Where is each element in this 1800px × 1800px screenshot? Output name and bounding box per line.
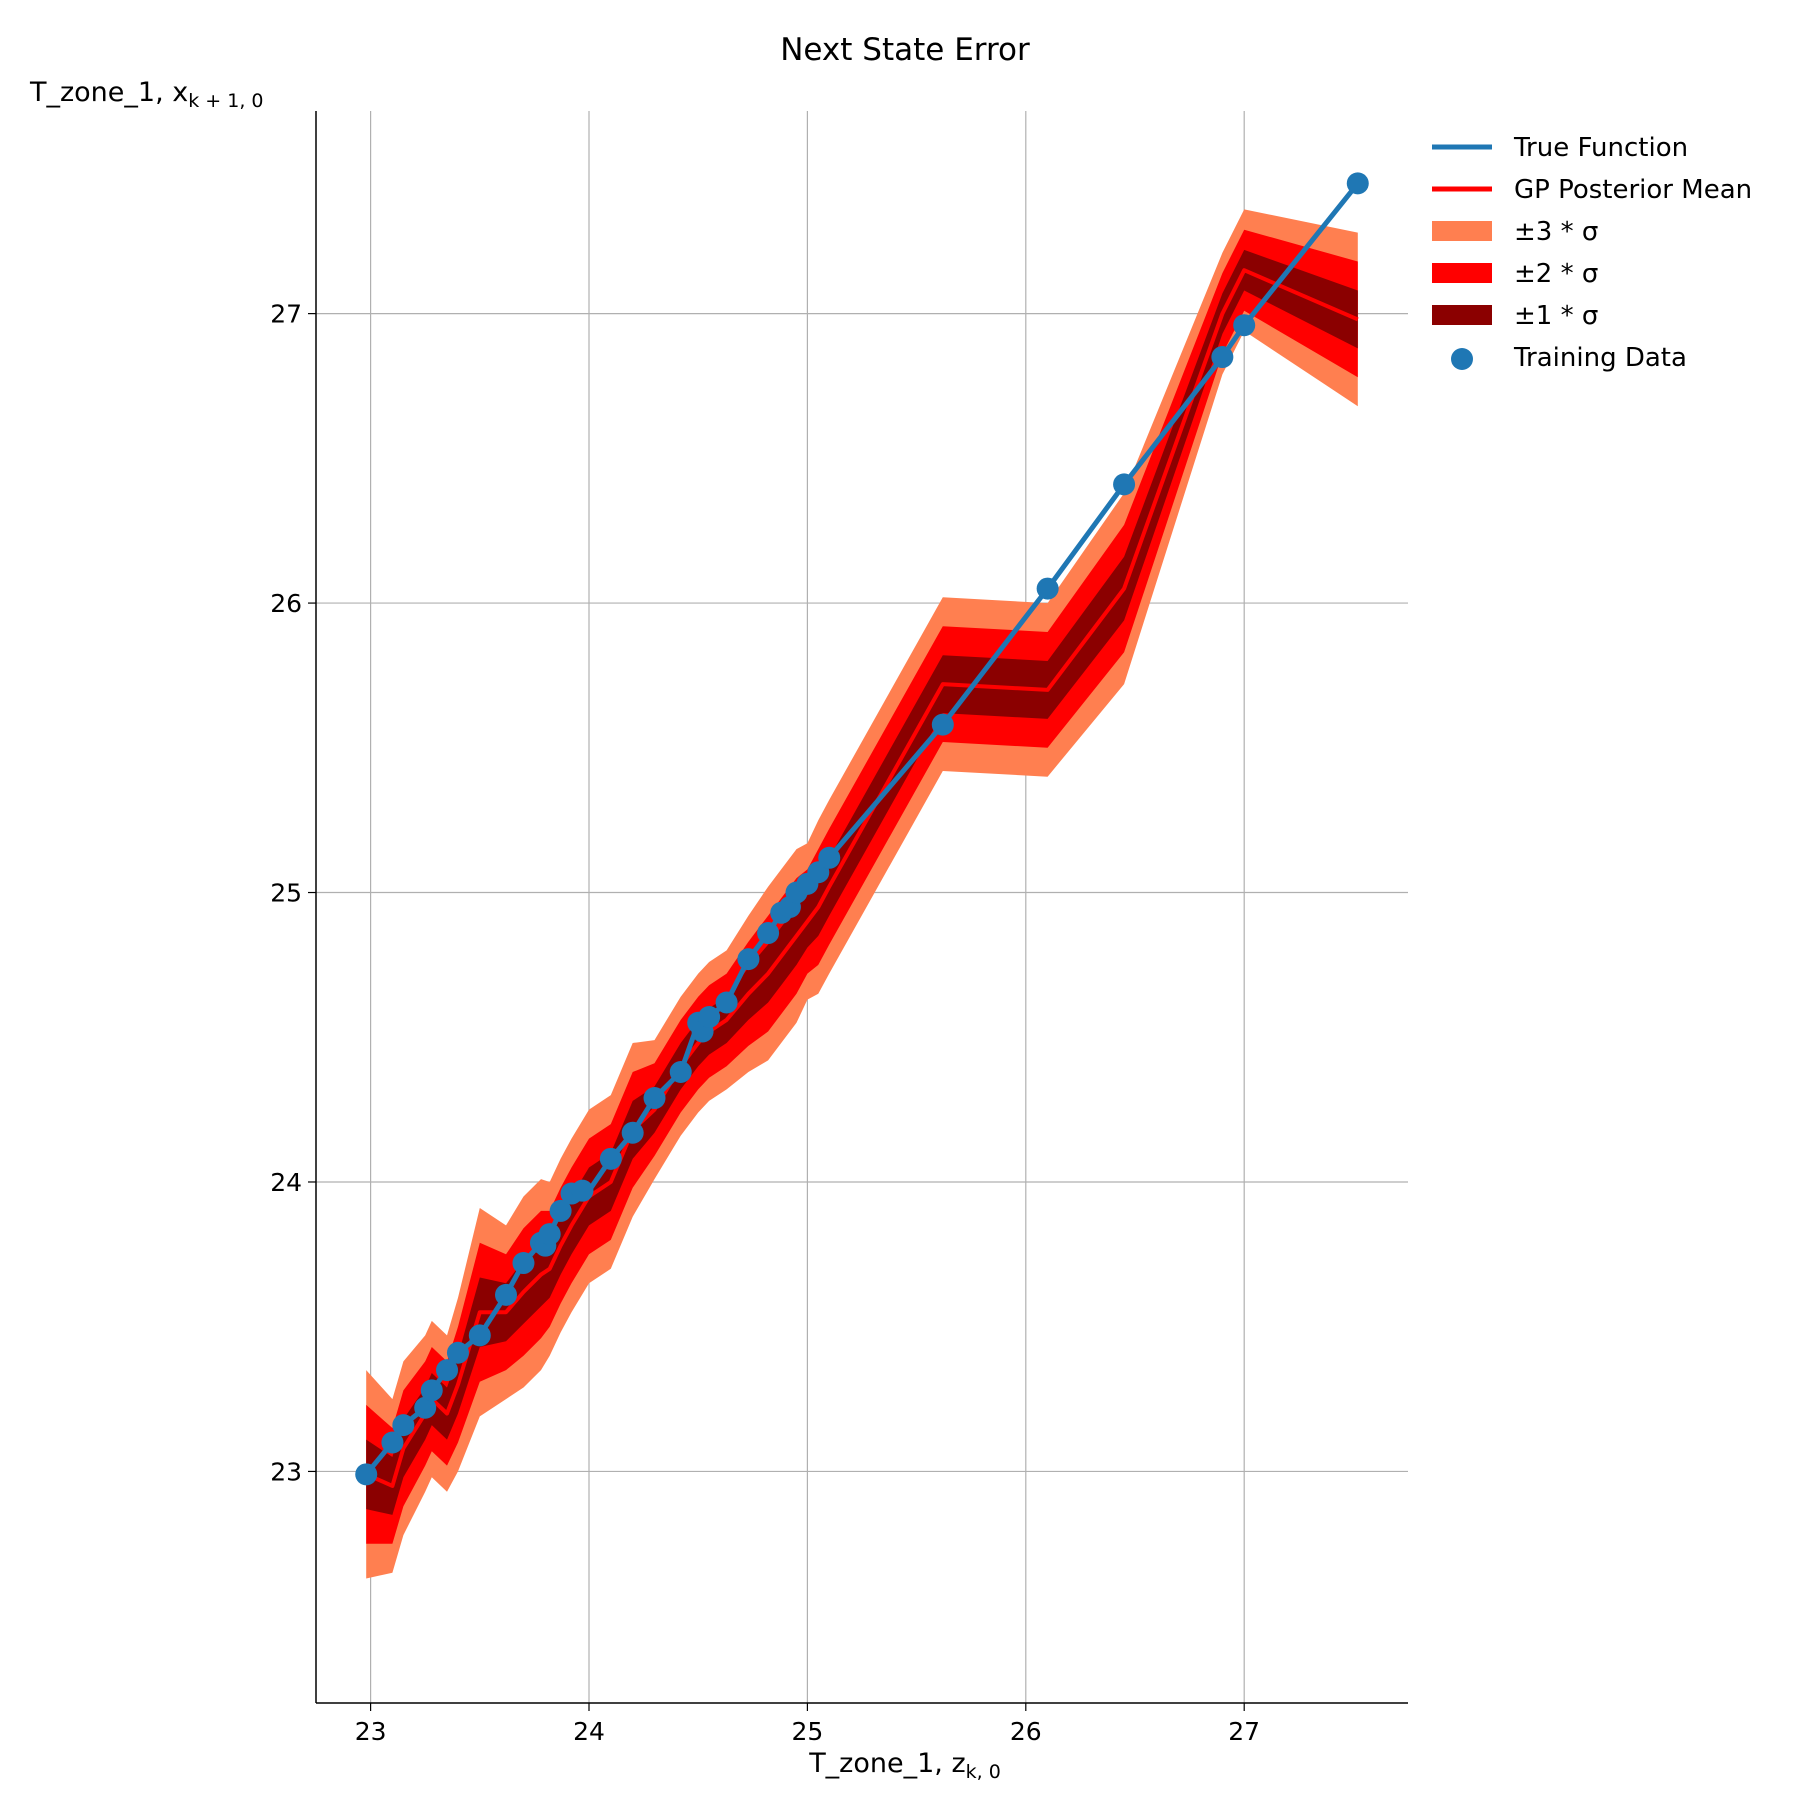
legend-swatch-b1 <box>1432 305 1492 325</box>
y-tick-label: 23 <box>270 1457 302 1486</box>
training-point <box>621 1121 644 1144</box>
y-axis-label-main: T_zone_1, x <box>29 77 188 108</box>
training-point <box>512 1252 535 1275</box>
y-tick-label: 24 <box>270 1168 302 1197</box>
training-point <box>698 1005 721 1028</box>
training-point <box>468 1324 491 1347</box>
training-point <box>669 1060 692 1083</box>
legend: True Function GP Posterior Mean ±3 * σ ±2 *… <box>1432 133 1752 373</box>
legend-swatch-b2 <box>1432 263 1492 283</box>
chart-title: Next State Error <box>780 32 1030 68</box>
legend-label-train: Training Data <box>1513 343 1687 373</box>
training-point <box>446 1341 469 1364</box>
y-tick-label: 26 <box>270 589 302 618</box>
training-point <box>414 1396 437 1419</box>
band-1-sigma <box>366 249 1358 1515</box>
x-tick-label: 25 <box>791 1717 823 1746</box>
y-tick-label: 27 <box>270 300 302 329</box>
training-point <box>715 991 738 1014</box>
tick-labels: 23 24 25 26 27 23 24 25 26 27 <box>270 300 1260 1746</box>
x-tick-label: 24 <box>573 1717 605 1746</box>
legend-label-b1: ±1 * σ <box>1514 301 1598 331</box>
training-point <box>355 1463 378 1486</box>
training-point <box>931 713 954 736</box>
band-3-sigma <box>366 209 1358 1579</box>
axes <box>308 111 1408 1711</box>
legend-label-b3: ±3 * σ <box>1514 217 1598 247</box>
training-point <box>549 1199 572 1222</box>
training-point <box>1113 473 1136 496</box>
training-point <box>538 1223 561 1246</box>
training-point <box>420 1379 443 1402</box>
x-tick-label: 26 <box>1010 1717 1042 1746</box>
training-point <box>392 1414 415 1437</box>
training-point <box>757 922 780 945</box>
band-2-sigma <box>366 229 1358 1544</box>
training-point <box>1346 172 1369 195</box>
training-point <box>571 1179 594 1202</box>
training-point <box>1233 314 1256 337</box>
legend-label-mean: GP Posterior Mean <box>1514 175 1752 205</box>
training-point <box>737 948 760 971</box>
x-tick-label: 27 <box>1228 1717 1260 1746</box>
y-axis-label-subscript: k + 1, 0 <box>188 90 263 112</box>
x-tick-label: 23 <box>355 1717 387 1746</box>
training-point <box>436 1359 459 1382</box>
training-point <box>381 1431 404 1454</box>
training-points <box>355 172 1369 1486</box>
training-point <box>1036 577 1059 600</box>
legend-label-b2: ±2 * σ <box>1514 259 1598 289</box>
gp-mean-line <box>365 268 1359 1488</box>
training-point <box>495 1283 518 1306</box>
x-axis-label-subscript: k, 0 <box>966 1761 1001 1783</box>
legend-swatch-b3 <box>1432 221 1492 241</box>
training-point <box>599 1147 622 1170</box>
legend-label-true: True Function <box>1513 133 1688 163</box>
x-axis-label-main: T_zone_1, z <box>808 1748 965 1779</box>
legend-swatch-train <box>1451 348 1473 370</box>
training-point <box>643 1087 666 1110</box>
y-tick-label: 25 <box>270 879 302 908</box>
y-axis-label: T_zone_1, xk + 1, 0 <box>29 77 264 112</box>
training-point <box>1211 346 1234 369</box>
x-axis-label: T_zone_1, zk, 0 <box>808 1748 1001 1783</box>
training-point <box>818 846 841 869</box>
sigma-bands <box>366 209 1358 1579</box>
